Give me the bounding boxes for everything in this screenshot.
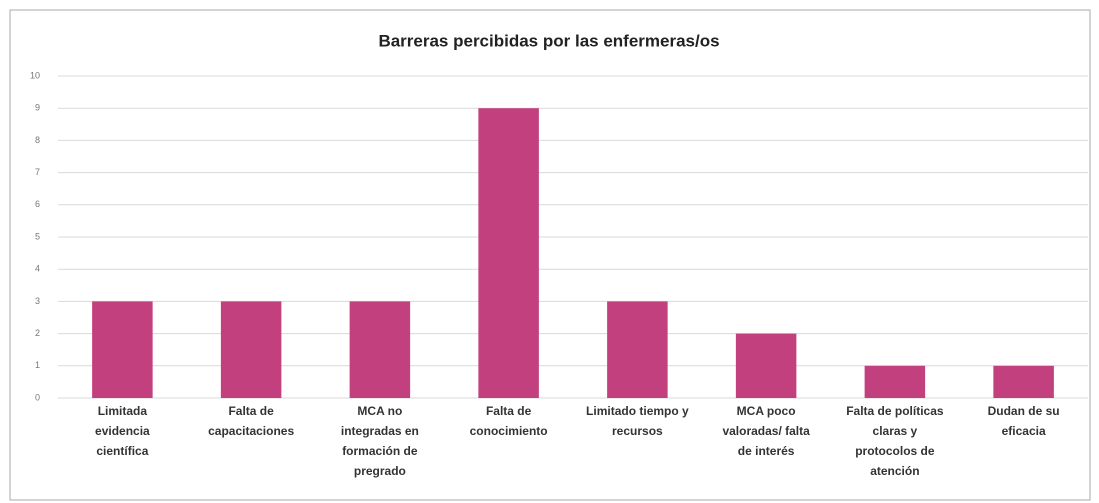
x-tick-label: capacitaciones [208,424,294,438]
y-tick-label: 8 [35,135,40,145]
y-tick-label: 3 [35,296,40,306]
x-tick-label: Falta de [228,404,274,418]
bar [478,108,539,398]
x-tick-label: Limitada [98,404,148,418]
x-tick-label: integradas en [341,424,419,438]
x-tick-label: Dudan de su [988,404,1060,418]
x-tick-label: científica [96,444,148,458]
bar [92,301,153,398]
bar [864,365,926,398]
x-tick-label: Falta de [486,404,532,418]
y-tick-label: 1 [35,360,40,370]
bar [607,301,668,398]
x-tick-label: de interés [738,444,795,458]
y-tick-label: 4 [35,264,40,274]
x-tick-label: evidencia [95,424,150,438]
bar [220,301,282,398]
x-tick-label: valoradas/ falta [722,424,810,438]
y-tick-label: 10 [30,70,40,80]
x-tick-label: Falta de políticas [846,404,944,418]
y-tick-label: 0 [35,392,40,402]
y-tick-label: 7 [35,167,40,177]
x-tick-label: MCA no [357,404,402,418]
x-tick-label: claras y [873,424,918,438]
bar [349,301,411,398]
chart-title: Barreras percibidas por las enfermeras/o… [378,31,719,50]
x-tick-label: conocimiento [470,424,548,438]
x-tick-label: atención [870,464,919,478]
x-tick-label: pregrado [354,464,406,478]
x-tick-label: protocolos de [855,444,935,458]
y-tick-label: 9 [35,103,40,113]
x-tick-label: recursos [612,424,663,438]
x-tick-label: Limitado tiempo y [586,404,689,418]
x-tick-label: eficacia [1002,424,1046,438]
chart-frame [9,9,1091,501]
x-tick-label: MCA poco [737,404,796,418]
y-tick-label: 5 [35,231,40,241]
x-tick-label: formación de [342,444,418,458]
bar [993,365,1054,398]
bar [735,333,797,398]
y-tick-label: 6 [35,199,40,209]
y-tick-label: 2 [35,328,40,338]
